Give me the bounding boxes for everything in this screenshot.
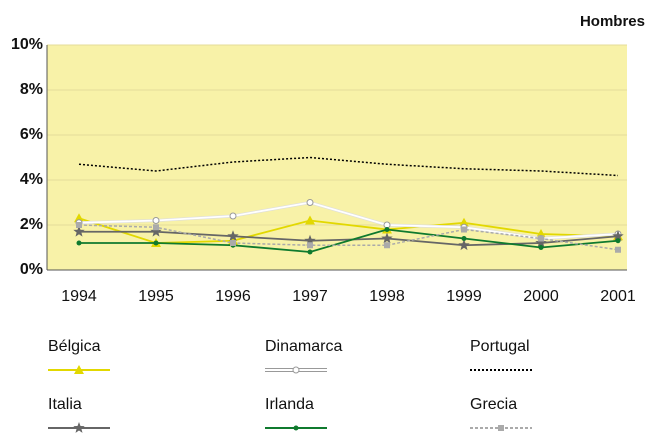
marker (307, 249, 313, 255)
series-line (79, 230, 619, 247)
marker (458, 239, 470, 251)
marker (615, 238, 621, 244)
x-tick-label: 1995 (138, 288, 174, 305)
legend-marker (74, 365, 84, 374)
y-tick-label: 8% (20, 81, 43, 98)
x-tick-label: 1994 (61, 288, 97, 305)
x-tick-label: 1998 (369, 288, 405, 305)
legend-label: Dinamarca (265, 338, 342, 355)
marker (229, 212, 237, 220)
marker (538, 235, 544, 242)
marker (76, 240, 82, 246)
legend-label: Portugal (470, 338, 530, 355)
marker (73, 225, 85, 237)
marker (307, 242, 313, 249)
legend-marker (73, 422, 85, 433)
x-tick-label: 1999 (446, 288, 482, 305)
y-tick-label: 4% (20, 171, 43, 188)
y-tick-label: 2% (20, 216, 43, 233)
marker (538, 245, 544, 250)
marker (384, 227, 390, 232)
legend-label: Bélgica (48, 338, 101, 355)
marker (227, 230, 239, 242)
x-tick-label: 2001 (600, 288, 636, 305)
y-tick-label: 0% (20, 261, 43, 278)
marker (230, 240, 236, 246)
marker (615, 246, 621, 253)
marker (76, 222, 82, 228)
marker (305, 215, 315, 225)
marker (150, 225, 162, 237)
marker (152, 217, 160, 224)
x-tick-label: 1996 (215, 288, 251, 305)
marker (461, 226, 467, 233)
series-line (79, 228, 619, 253)
series-line (78, 224, 619, 251)
marker (535, 237, 547, 248)
y-tick-label: 10% (11, 36, 43, 53)
marker (381, 232, 393, 244)
chart-title: Hombres (580, 13, 645, 30)
marker (304, 234, 316, 246)
marker (461, 236, 467, 241)
legend-marker (498, 425, 504, 431)
marker (384, 242, 390, 249)
marker (153, 224, 159, 231)
marker (306, 199, 314, 206)
legend-marker (292, 366, 300, 374)
x-tick-label: 2000 (523, 288, 559, 305)
legend-label: Irlanda (265, 396, 314, 413)
marker (153, 240, 159, 246)
legend-label: Italia (48, 396, 82, 413)
marker (459, 217, 469, 227)
marker (612, 230, 624, 242)
legend-marker (293, 425, 299, 431)
marker (74, 213, 84, 223)
y-tick-label: 6% (20, 126, 43, 143)
legend-label: Grecia (470, 396, 517, 413)
x-tick-label: 1997 (292, 288, 328, 305)
